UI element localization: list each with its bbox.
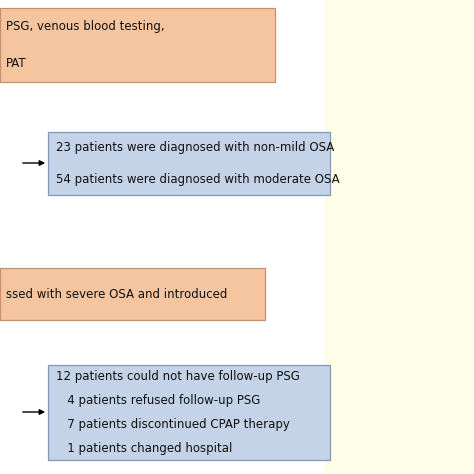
Text: 23 patients were diagnosed with non-mild OSA: 23 patients were diagnosed with non-mild… <box>56 141 334 154</box>
Text: PSG, venous blood testing,: PSG, venous blood testing, <box>6 20 164 33</box>
Text: PAT: PAT <box>6 57 27 70</box>
Bar <box>0 8 275 82</box>
Bar <box>48 365 330 460</box>
Text: 1 patients changed hospital: 1 patients changed hospital <box>56 442 232 455</box>
Text: 12 patients could not have follow-up PSG: 12 patients could not have follow-up PSG <box>56 370 300 383</box>
Bar <box>0 268 265 320</box>
Bar <box>325 0 474 474</box>
Bar <box>48 132 330 195</box>
Text: 7 patients discontinued CPAP therapy: 7 patients discontinued CPAP therapy <box>56 418 290 431</box>
Text: 4 patients refused follow-up PSG: 4 patients refused follow-up PSG <box>56 394 260 407</box>
Text: 54 patients were diagnosed with moderate OSA: 54 patients were diagnosed with moderate… <box>56 173 340 186</box>
Text: ssed with severe OSA and introduced: ssed with severe OSA and introduced <box>6 288 228 301</box>
